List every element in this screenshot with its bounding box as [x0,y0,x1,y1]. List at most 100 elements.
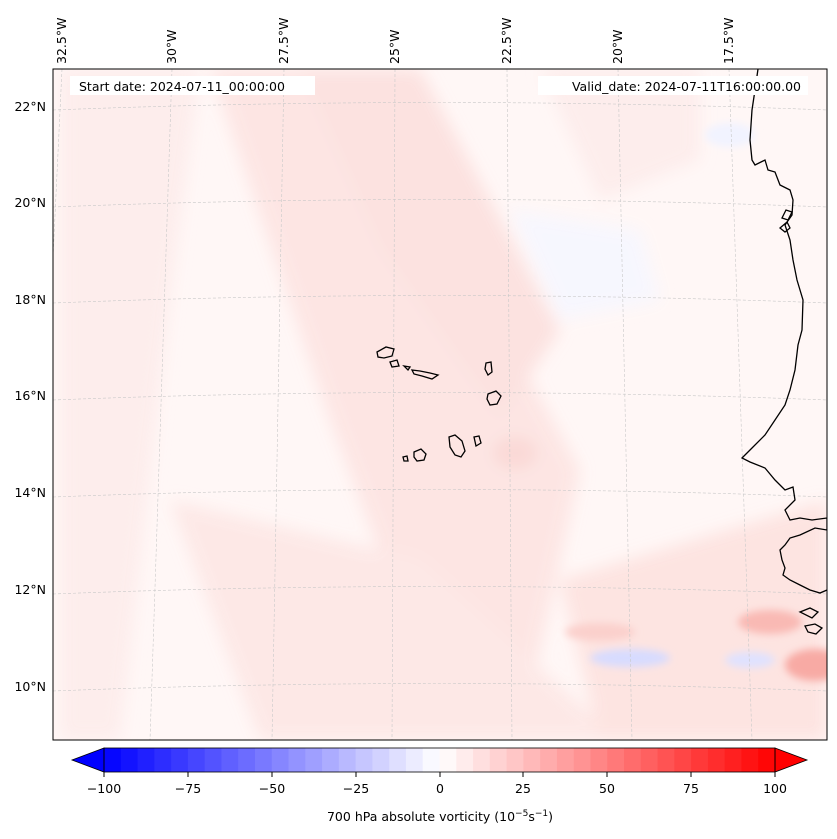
colorbar-segment [120,748,139,772]
colorbar-tick-label: 25 [515,781,531,796]
colorbar-segment [657,748,675,772]
santa-luzia [402,365,412,372]
colorbar-segment [607,748,625,772]
colorbar-segment [489,748,508,772]
map-frame [52,68,828,741]
colorbar-tick-label: −50 [259,781,285,796]
colorbar-ticks [103,772,776,777]
colorbar-segment [741,748,759,772]
gridlines [53,69,827,740]
colorbar-segment [473,748,491,772]
colorbar-segment [724,748,743,772]
sao-nicolau [410,369,440,380]
colorbar-segment [238,748,256,772]
start-date-text: Start date: 2024-07-11_00:00:00 [79,79,285,94]
colorbar-segment [573,748,592,772]
santo-antao [376,346,395,359]
lat-label: 20°N [14,195,46,210]
lon-label: 32.5°W [54,18,69,64]
colorbar-segment [691,748,709,772]
vorticity-max-southeast [785,649,827,681]
colorbar-segment [674,748,692,772]
lat-label: 14°N [14,485,46,500]
colorbar-segment [355,748,374,772]
africa-coastline [740,69,827,594]
colorbar-segment [338,748,357,772]
colorbar-segment [506,748,524,772]
colorbar-max-arrow [774,747,809,773]
colorbar-segment [288,748,306,772]
colorbar-segment [640,748,659,772]
lon-label: 30°W [164,29,179,64]
vorticity-max-coast [738,610,802,634]
colorbar-tick-label: 100 [763,781,787,796]
colorbar-segment [305,748,323,772]
vorticity-min-south [590,649,670,667]
colorbar-segment [104,748,122,772]
colorbar-segment [556,748,575,772]
colorbar-tick-label: 0 [436,781,444,796]
colorbar-segment [171,748,189,772]
colorbar-segment [221,748,239,772]
lon-label: 27.5°W [276,18,291,64]
map-panel[interactable]: Start date: 2024-07-11_00:00:00 Valid_da… [30,68,837,741]
vorticity-band-north [300,69,560,420]
vorticity-min-coast [725,652,775,668]
vorticity-band-west [60,69,200,740]
colorbar-tick-label: −25 [343,781,369,796]
vorticity-band-central [210,69,580,740]
colorbar-segments [104,748,776,772]
boa-vista [486,390,502,406]
colorbar-tick-label: 75 [683,781,699,796]
colorbar-segment [372,748,390,772]
colorbar-tick-label: −100 [87,781,121,796]
colorbar-segment [154,748,172,772]
latitude-labels: 22°N 20°N 18°N 16°N 14°N 12°N 10°N [14,99,46,694]
colorbar-tick-label: −75 [175,781,201,796]
colorbar-segment [456,748,474,772]
vorticity-local-max [493,437,537,469]
lon-label: 22.5°W [499,18,514,64]
colorbar-segment [758,748,776,772]
vorticity-band-south [170,500,620,740]
brava [402,455,409,462]
colorbar-segment [707,748,726,772]
lat-label: 12°N [14,582,46,597]
lat-label: 10°N [14,679,46,694]
colorbar-segment [389,748,407,772]
longitude-labels: 32.5°W 30°W 27.5°W 25°W 22.5°W 20°W 17.5… [54,18,736,64]
lat-label: 18°N [14,292,46,307]
colorbar-segment [322,748,340,772]
vorticity-band-northeast [540,69,700,200]
vorticity-band-southeast [560,500,827,740]
colorbar-segment [137,748,155,772]
colorbar-segment [405,748,424,772]
lon-label: 25°W [387,29,402,64]
colorbar-segment [439,748,457,772]
vorticity-max-south [565,623,635,641]
lat-label: 16°N [14,388,46,403]
colorbar-segment [254,748,273,772]
sal [484,361,493,376]
santiago [448,434,466,458]
colorbar-segment [271,748,290,772]
vorticity-field [60,69,827,740]
colorbar-tick-label: 50 [599,781,615,796]
colorbar: −100 −75 −50 −25 0 25 50 75 100 700 hPa … [70,747,809,824]
colorbar-segment [204,748,223,772]
start-date-box [70,76,315,95]
lon-label: 17.5°W [721,18,736,64]
colorbar-min-arrow [70,747,105,773]
coastlines [376,69,827,635]
colorbar-segment [187,748,206,772]
colorbar-segment [523,748,541,772]
valid-date-box [538,76,808,95]
colorbar-segment [624,748,642,772]
colorbar-segment [422,748,441,772]
sao-vicente [389,359,400,368]
valid-date-text: Valid_date: 2024-07-11T16:00:00.00 [572,79,801,94]
fogo [413,448,427,462]
colorbar-label: 700 hPa absolute vorticity (10−5s−1) [327,809,553,824]
vorticity-min-north [705,123,755,147]
